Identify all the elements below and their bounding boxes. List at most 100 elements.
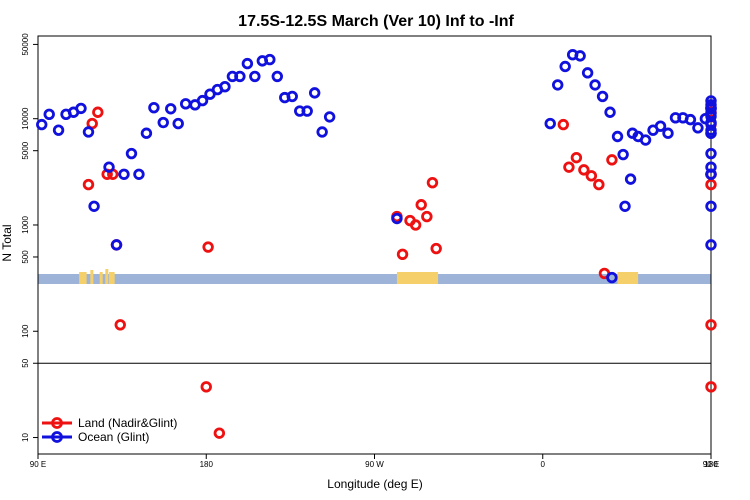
y-tick-label: 500 [21,250,30,264]
map-strip-land [617,272,639,284]
ocean-point [705,239,717,251]
ocean-point [619,200,631,212]
ocean-point [103,161,115,173]
x-axis-label: Longitude (deg E) [327,477,422,491]
map-strip-land [396,272,439,284]
map-strip-land [99,272,103,284]
plot-frame [37,35,712,455]
ocean-point [606,271,618,284]
ocean-point [574,50,586,62]
y-tick-label: 100 [21,324,30,338]
series-ocean [36,49,717,284]
legend-land-label: Land (Nadir&Glint) [78,416,177,430]
ocean-point [75,102,87,115]
map-strip-ocean [38,274,711,284]
land-point [585,170,598,182]
ocean-point [705,161,717,173]
ocean-point [308,87,321,99]
ocean-point [705,168,717,180]
ocean-point [118,168,130,180]
ocean-point [286,90,298,103]
map-strip-land [105,269,109,284]
ocean-point [552,79,564,91]
land-point [557,118,570,131]
land-point [606,154,618,166]
y-axis: 10 50 100 500 1000 5000 10000 50000 [21,33,38,442]
ocean-point [157,116,169,129]
x-tick-label: 90 E [30,460,46,469]
y-axis-label: N Total [0,224,14,261]
land-point [409,219,422,231]
ocean-point [692,122,704,134]
x-tick-label: 180 [200,460,214,469]
map-strip-land [79,272,87,284]
x-tick-label: 90 W [365,460,384,469]
ocean-point [639,134,652,146]
ocean-point [110,239,123,251]
ocean-point [705,95,717,107]
ocean-point [271,70,283,83]
ocean-point [611,130,624,143]
ocean-point [662,127,674,139]
ocean-point [604,106,616,118]
y-tick-label: 50 [21,358,30,367]
ocean-point [172,117,184,130]
ocean-point [705,147,717,160]
ocean-point [52,124,65,136]
ocean-point [249,70,261,83]
land-point [705,381,717,393]
y-tick-label: 50000 [21,33,30,56]
data-points [36,49,717,439]
ocean-point [234,70,246,83]
land-point [213,427,226,439]
ocean-point [179,98,192,110]
y-tick-label: 5000 [21,141,30,159]
land-point [426,176,439,189]
land-point [82,178,95,191]
y-tick-label: 10 [21,433,30,442]
ocean-point [264,53,276,66]
y-tick-label: 1000 [21,216,30,234]
x-tick-label: 90 E [703,460,719,469]
ocean-point [301,105,313,117]
land-point [570,151,583,164]
y-tick-label: 10000 [21,107,30,130]
ocean-point [544,117,556,130]
ocean-point [705,117,717,130]
plot-border [37,35,712,455]
ocean-point [36,118,48,131]
ocean-point [323,111,336,123]
x-tick-label: 180 [704,460,718,469]
ocean-point [316,126,328,138]
legend: Land (Nadir&Glint) Ocean (Glint) [42,416,177,444]
ocean-point [684,113,697,126]
ocean-point [43,108,55,121]
ocean-point [133,168,145,180]
ocean-point [165,103,177,115]
map-strip-land [90,270,94,284]
map-strip [38,269,711,284]
x-tick-label: 0 [541,460,546,469]
legend-ocean-label: Ocean (Glint) [78,430,149,444]
ocean-point [559,60,571,73]
legend-land-marker [51,417,63,429]
ocean-point [617,148,629,161]
land-point [200,381,212,393]
land-point [415,199,427,211]
ocean-point [219,81,231,93]
land-point [92,106,104,118]
ocean-point [624,173,637,185]
land-point [705,319,717,331]
land-point [396,248,409,260]
land-point [421,210,433,223]
ocean-point [125,147,138,160]
map-strip-land [109,272,115,284]
land-point [202,241,214,253]
land-point [593,178,605,191]
ocean-point [88,200,100,212]
ocean-point [705,200,717,212]
land-point [705,178,717,191]
land-point [563,161,575,173]
